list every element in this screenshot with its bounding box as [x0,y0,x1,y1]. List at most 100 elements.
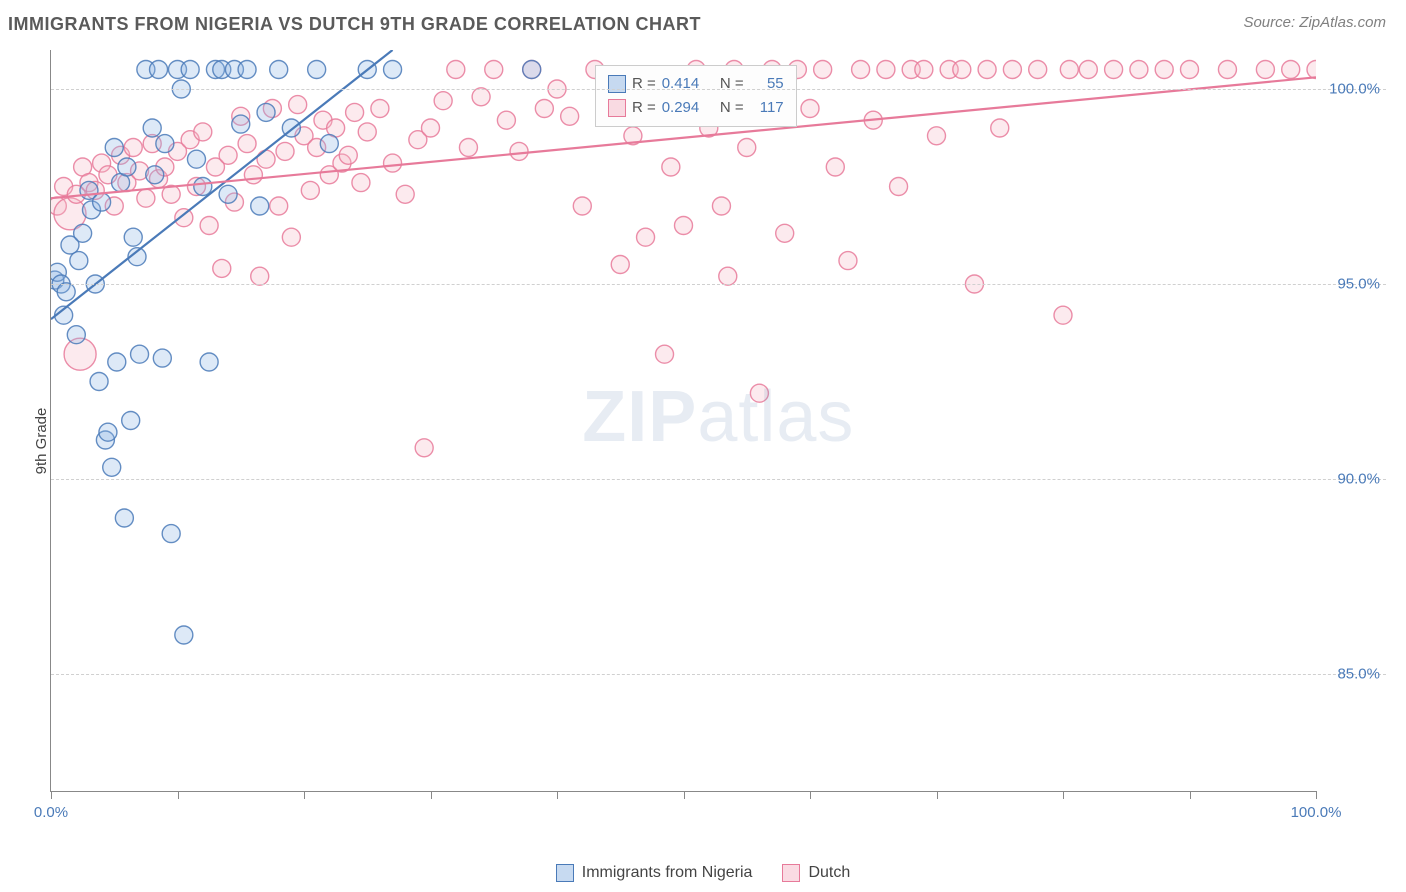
legend-swatch [556,864,574,882]
data-point [276,142,294,160]
data-point [282,228,300,246]
gridline [51,479,1386,480]
data-point [213,259,231,277]
data-point [928,127,946,145]
data-point [1307,61,1325,79]
data-point [301,181,319,199]
data-point [535,100,553,118]
data-point [978,61,996,79]
data-point [415,439,433,457]
data-point [561,107,579,125]
data-point [1181,61,1199,79]
data-point [194,178,212,196]
data-point [122,412,140,430]
data-point [181,61,199,79]
data-point [131,345,149,363]
x-tick [684,791,685,799]
data-point [510,142,528,160]
data-point [656,345,674,363]
data-point [289,96,307,114]
data-point [485,61,503,79]
data-point [137,189,155,207]
x-tick [1316,791,1317,799]
data-point [384,154,402,172]
data-point [352,174,370,192]
data-point [93,193,111,211]
x-tick [557,791,558,799]
data-point [712,197,730,215]
data-point [1218,61,1236,79]
data-point [346,103,364,121]
data-point [238,135,256,153]
legend-swatch [608,99,626,117]
data-point [523,61,541,79]
data-point [611,256,629,274]
data-point [238,61,256,79]
data-point [175,626,193,644]
data-point [175,209,193,227]
series-legend: Immigrants from NigeriaDutch [0,864,1406,882]
data-point [1282,61,1300,79]
data-point [1054,306,1072,324]
data-point [719,267,737,285]
data-point [396,185,414,203]
legend-swatch [782,864,800,882]
x-tick [178,791,179,799]
data-point [1256,61,1274,79]
data-point [459,139,477,157]
data-point [662,158,680,176]
data-point [146,166,164,184]
scatter-svg [51,50,1316,791]
data-point [156,135,174,153]
data-point [143,119,161,137]
data-point [219,146,237,164]
data-point [105,139,123,157]
data-point [890,178,908,196]
y-tick-label: 95.0% [1337,276,1380,293]
data-point [187,150,205,168]
x-tick [937,791,938,799]
y-tick-label: 100.0% [1329,81,1380,98]
data-point [358,123,376,141]
data-point [637,228,655,246]
data-point [153,349,171,367]
legend-n-value: 117 [750,99,784,116]
data-point [270,61,288,79]
data-point [244,166,262,184]
data-point [573,197,591,215]
legend-r-value: 0.294 [662,99,710,116]
data-point [852,61,870,79]
data-point [124,139,142,157]
data-point [115,509,133,527]
data-point [1060,61,1078,79]
legend-swatch [608,75,626,93]
data-point [194,123,212,141]
legend-row: R = 0.294 N = 117 [608,96,784,120]
data-point [434,92,452,110]
y-axis-label: 9th Grade [33,408,50,475]
legend-item: Dutch [782,864,850,882]
data-point [103,458,121,476]
data-point [57,283,75,301]
data-point [99,423,117,441]
data-point [251,197,269,215]
data-point [118,158,136,176]
chart-title: IMMIGRANTS FROM NIGERIA VS DUTCH 9TH GRA… [8,14,701,35]
data-point [877,61,895,79]
data-point [1105,61,1123,79]
x-tick-label: 100.0% [1291,804,1342,821]
legend-r-label: R = [632,99,656,116]
data-point [814,61,832,79]
data-point [150,61,168,79]
data-point [953,61,971,79]
legend-series-name: Dutch [808,864,850,882]
data-point [675,217,693,235]
legend-row: R =0.414 N =55 [608,72,784,96]
data-point [74,224,92,242]
legend-n-label: N = [716,99,744,116]
data-point [251,267,269,285]
data-point [1003,61,1021,79]
x-tick [304,791,305,799]
data-point [124,228,142,246]
data-point [200,353,218,371]
